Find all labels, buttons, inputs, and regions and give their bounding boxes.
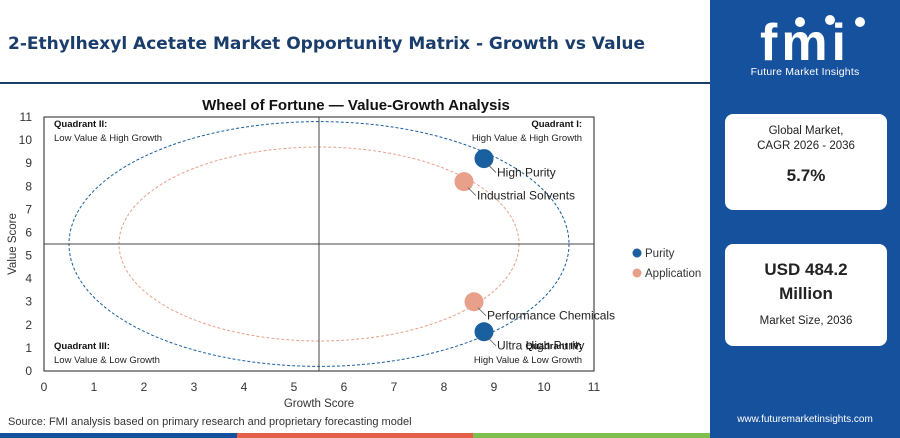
footer-bar-segment-green — [473, 433, 711, 438]
logo-dot-icon — [825, 15, 835, 25]
data-point-label: High Purity — [497, 166, 556, 180]
x-tick-label: 9 — [491, 380, 498, 394]
y-tick-label: 5 — [25, 249, 32, 263]
point-label-leader — [487, 337, 497, 347]
data-point-industrial-solvents — [454, 172, 474, 192]
cagr-label-line1: Global Market, — [768, 125, 844, 137]
cagr-label-line2: CAGR 2026 - 2036 — [757, 140, 855, 152]
y-tick-label: 11 — [20, 110, 33, 124]
legend-swatch — [632, 248, 642, 258]
quadrant-title: Quadrant IV: — [526, 341, 582, 352]
x-tick-label: 10 — [537, 380, 551, 394]
y-tick-label: 2 — [25, 318, 32, 332]
quadrant-subtitle: Low Value & High Growth — [54, 133, 162, 144]
y-tick-label: 4 — [25, 272, 32, 286]
market-size-value: USD 484.2 Million — [725, 258, 887, 306]
x-tick-label: 6 — [341, 380, 348, 394]
point-label-leader — [477, 307, 487, 317]
opportunity-matrix-chart: Wheel of Fortune — Value-Growth Analysis… — [7, 97, 701, 410]
data-point-high-purity — [474, 149, 494, 169]
market-size-stat-card: USD 484.2 Million Market Size, 2036 — [725, 244, 887, 346]
x-tick-label: 1 — [91, 380, 98, 394]
data-point-performance-chemicals — [464, 292, 484, 312]
market-size-label: Market Size, 2036 — [759, 315, 853, 327]
fmi-logo-subtitle: Future Market Insights — [750, 66, 860, 78]
x-axis-label: Growth Score — [284, 398, 354, 410]
chart-title: Wheel of Fortune — Value-Growth Analysis — [202, 97, 510, 114]
y-tick-label: 8 — [25, 179, 32, 193]
y-tick-label: 6 — [25, 225, 32, 239]
x-tick-label: 7 — [391, 380, 398, 394]
legend-entry: Purity — [645, 248, 675, 260]
page-title: 2-Ethylhexyl Acetate Market Opportunity … — [8, 34, 646, 54]
point-label-leader — [487, 164, 497, 173]
data-point-label: Performance Chemicals — [487, 309, 615, 323]
x-tick-label: 8 — [441, 380, 448, 394]
quadrant-subtitle: High Value & High Growth — [472, 133, 582, 144]
market-size-value-line1: USD 484.2 — [764, 260, 848, 279]
title-divider — [0, 82, 710, 84]
legend-swatch — [632, 268, 642, 278]
data-point-label: Ultra High Purity — [497, 339, 584, 353]
x-tick-label: 0 — [41, 380, 48, 394]
chart-legend: Purity Application — [632, 248, 701, 280]
y-axis-label: Value Score — [7, 213, 19, 275]
logo-dot-icon — [795, 17, 805, 27]
footer-bar-segment-blue — [0, 433, 237, 438]
point-label-leader — [467, 187, 477, 196]
y-tick-label: 1 — [25, 341, 32, 355]
footer-color-bar — [0, 433, 711, 438]
x-tick-label: 11 — [588, 380, 601, 394]
cagr-label: Global Market, CAGR 2026 - 2036 — [725, 124, 887, 154]
y-tick-label: 9 — [25, 156, 32, 170]
data-point-label: Industrial Solvents — [477, 189, 575, 203]
quadrant-title: Quadrant I: — [531, 119, 582, 130]
x-tick-label: 5 — [291, 380, 298, 394]
brand-sidebar: fmi Future Market Insights Global Market… — [710, 0, 900, 438]
x-tick-label: 4 — [241, 380, 248, 394]
legend-entry: Application — [645, 268, 701, 280]
source-note: Source: FMI analysis based on primary re… — [8, 416, 412, 428]
quadrant-title: Quadrant III: — [54, 341, 110, 352]
logo-dot-icon — [855, 17, 865, 27]
x-tick-label: 2 — [141, 380, 148, 394]
y-tick-label: 7 — [25, 202, 32, 216]
footer-bar-segment-red — [236, 433, 474, 438]
quadrant-subtitle: Low Value & Low Growth — [54, 355, 160, 366]
x-tick-label: 3 — [191, 380, 198, 394]
fmi-logo: fmi — [760, 14, 865, 72]
website-url: www.futuremarketinsights.com — [737, 414, 873, 425]
cagr-stat-card: Global Market, CAGR 2026 - 2036 5.7% — [725, 114, 887, 210]
y-tick-label: 10 — [19, 133, 33, 147]
fmi-logo-text: fmi — [760, 14, 850, 72]
y-tick-label: 0 — [25, 364, 32, 378]
data-point-ultra-high-purity — [474, 322, 494, 342]
quadrant-subtitle: High Value & Low Growth — [474, 355, 582, 366]
market-size-value-line2: Million — [779, 284, 833, 303]
cagr-value: 5.7% — [786, 166, 826, 185]
y-tick-label: 3 — [25, 295, 32, 309]
quadrant-title: Quadrant II: — [54, 119, 107, 130]
